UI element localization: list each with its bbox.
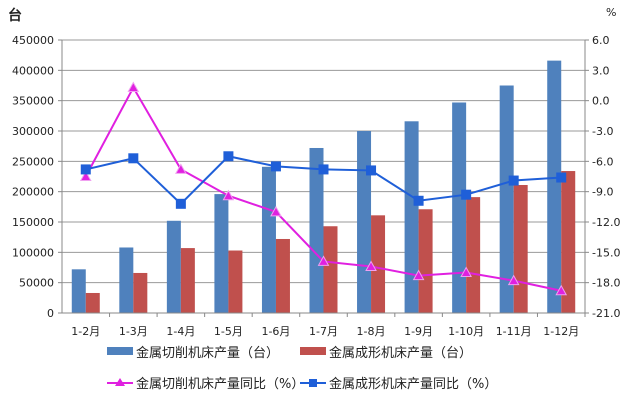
square-marker bbox=[508, 175, 519, 186]
bar-cutting bbox=[404, 121, 419, 313]
legend-label: 金属成形机床产量同比（%） bbox=[329, 376, 497, 392]
triangle-marker bbox=[460, 266, 472, 278]
x-tick-label: 1-5月 bbox=[214, 325, 243, 338]
right-tick-label: 6.0 bbox=[592, 34, 610, 47]
square-marker bbox=[223, 151, 234, 162]
square-marker bbox=[318, 164, 329, 175]
square-marker bbox=[366, 165, 377, 176]
right-tick-label: -3.0 bbox=[592, 125, 613, 138]
triangle-marker bbox=[412, 269, 425, 281]
left-tick-label: 250000 bbox=[12, 155, 54, 168]
right-tick-label: -9.0 bbox=[592, 186, 613, 199]
legend-label: 金属切削机床产量同比（%） bbox=[136, 376, 304, 392]
bar-forming bbox=[133, 272, 148, 313]
triangle-marker bbox=[79, 170, 92, 181]
bar-forming bbox=[371, 215, 386, 313]
left-tick-label: 0 bbox=[47, 307, 54, 320]
bar-cutting bbox=[452, 102, 467, 313]
bar-forming bbox=[275, 238, 290, 313]
bar-forming bbox=[180, 248, 195, 313]
square-marker bbox=[413, 195, 424, 206]
square-marker bbox=[80, 164, 91, 175]
left-tick-label: 300000 bbox=[12, 125, 54, 138]
bar-forming bbox=[561, 171, 576, 313]
bar-forming bbox=[466, 197, 481, 313]
x-tick-label: 1-10月 bbox=[448, 325, 484, 338]
right-tick-label: 0.0 bbox=[592, 95, 610, 108]
left-tick-label: 200000 bbox=[12, 186, 54, 199]
triangle-marker bbox=[317, 255, 330, 266]
bar-forming bbox=[323, 226, 338, 313]
right-tick-label: -21.0 bbox=[592, 307, 620, 320]
x-tick-label: 1-11月 bbox=[496, 325, 532, 338]
left-tick-label: 150000 bbox=[12, 216, 54, 229]
x-tick-label: 1-8月 bbox=[357, 325, 386, 338]
bar-forming bbox=[418, 209, 433, 313]
bar-cutting bbox=[499, 85, 514, 313]
bar-cutting bbox=[309, 147, 324, 313]
left-tick-label: 350000 bbox=[12, 95, 54, 108]
legend-swatch bbox=[300, 347, 326, 355]
left-tick-label: 400000 bbox=[12, 64, 54, 77]
x-tick-label: 1-6月 bbox=[261, 325, 290, 338]
square-marker bbox=[128, 153, 139, 164]
right-tick-label: -18.0 bbox=[592, 277, 620, 290]
bar-forming bbox=[513, 184, 528, 313]
bar-forming bbox=[85, 292, 100, 313]
triangle-marker bbox=[270, 205, 282, 217]
bar-cutting bbox=[547, 60, 562, 314]
square-marker bbox=[175, 198, 186, 209]
bar-cutting bbox=[357, 131, 372, 313]
x-tick-label: 1-9月 bbox=[404, 325, 433, 338]
left-tick-label: 50000 bbox=[19, 277, 54, 290]
square-marker bbox=[270, 161, 281, 172]
triangle-marker bbox=[555, 284, 568, 296]
x-tick-label: 1-12月 bbox=[543, 325, 579, 338]
legend-label: 金属切削机床产量（台） bbox=[136, 345, 279, 361]
triangle-marker bbox=[127, 81, 140, 93]
legend-swatch bbox=[107, 347, 133, 355]
x-tick-label: 1-7月 bbox=[309, 325, 338, 338]
square-marker bbox=[556, 172, 567, 183]
legend-square-icon bbox=[309, 379, 317, 387]
left-tick-label: 450000 bbox=[12, 34, 54, 47]
triangle-marker bbox=[222, 189, 235, 201]
legend-label: 金属成形机床产量（台） bbox=[329, 345, 472, 361]
right-tick-label: -6.0 bbox=[592, 155, 613, 168]
bar-cutting bbox=[166, 220, 181, 313]
square-marker bbox=[461, 189, 472, 200]
x-tick-label: 1-3月 bbox=[119, 325, 148, 338]
right-axis-unit: % bbox=[606, 6, 616, 19]
right-tick-label: -12.0 bbox=[592, 216, 620, 229]
bar-cutting bbox=[71, 269, 86, 313]
triangle-marker bbox=[507, 274, 520, 286]
bar-forming bbox=[228, 250, 243, 313]
bar-cutting bbox=[261, 166, 276, 313]
right-tick-label: 3.0 bbox=[592, 64, 610, 77]
legend-triangle-icon bbox=[115, 378, 125, 386]
triangle-marker bbox=[175, 163, 187, 174]
x-tick-label: 1-4月 bbox=[166, 325, 195, 338]
left-axis-unit: 台 bbox=[8, 7, 22, 24]
x-tick-label: 1-2月 bbox=[71, 325, 100, 338]
right-tick-label: -15.0 bbox=[592, 246, 620, 259]
bar-cutting bbox=[214, 194, 229, 313]
left-tick-label: 100000 bbox=[12, 246, 54, 259]
triangle-marker bbox=[365, 260, 377, 271]
bar-cutting bbox=[119, 247, 134, 313]
